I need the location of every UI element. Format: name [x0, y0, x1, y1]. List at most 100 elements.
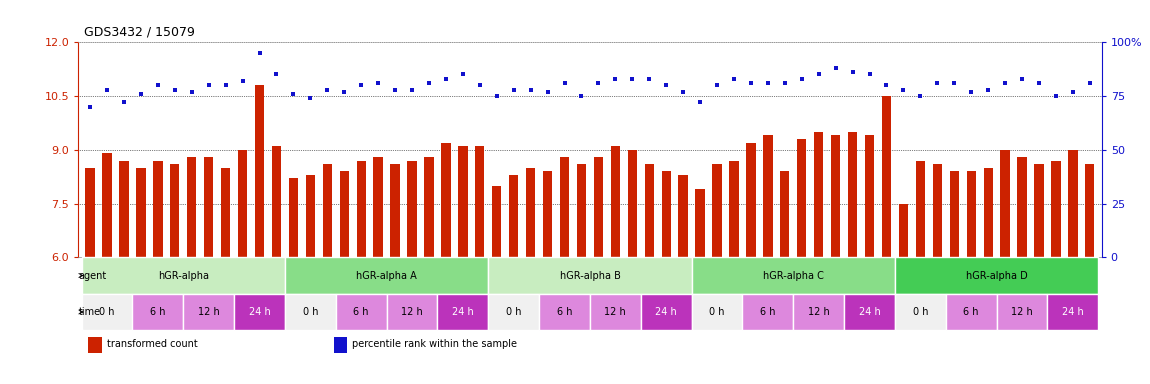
Bar: [390, 164, 400, 257]
Bar: [85, 168, 94, 257]
Text: 24 h: 24 h: [1061, 307, 1083, 317]
Bar: [170, 164, 179, 257]
Bar: [950, 171, 959, 257]
Bar: [865, 136, 874, 257]
Point: [132, 91, 151, 97]
Point: [335, 89, 353, 95]
Text: GDS3432 / 15079: GDS3432 / 15079: [84, 25, 194, 38]
Point: [573, 93, 591, 99]
Text: 0 h: 0 h: [99, 307, 115, 317]
Bar: [661, 171, 670, 257]
Text: hGR-alpha: hGR-alpha: [158, 270, 209, 281]
Point: [115, 99, 133, 106]
Point: [98, 86, 116, 93]
Bar: [1034, 164, 1044, 257]
Bar: [539, 294, 590, 330]
Point: [657, 82, 675, 88]
Bar: [997, 294, 1048, 330]
Point: [284, 91, 302, 97]
Bar: [746, 142, 756, 257]
Text: 6 h: 6 h: [151, 307, 166, 317]
Bar: [526, 168, 535, 257]
Bar: [489, 257, 691, 294]
Point: [386, 86, 405, 93]
Point: [708, 82, 727, 88]
Point: [945, 80, 964, 86]
Bar: [120, 161, 129, 257]
Point: [183, 89, 201, 95]
Text: hGR-alpha A: hGR-alpha A: [356, 270, 417, 281]
Point: [641, 76, 659, 82]
Point: [521, 86, 539, 93]
Bar: [590, 294, 641, 330]
Bar: [183, 294, 235, 330]
Point: [810, 71, 828, 78]
Bar: [691, 257, 895, 294]
Bar: [153, 161, 162, 257]
Bar: [187, 157, 197, 257]
Point: [437, 76, 455, 82]
Text: 6 h: 6 h: [557, 307, 573, 317]
Text: 12 h: 12 h: [401, 307, 423, 317]
Bar: [848, 132, 857, 257]
Bar: [593, 157, 603, 257]
Bar: [323, 164, 332, 257]
Bar: [285, 257, 489, 294]
Bar: [374, 157, 383, 257]
Text: 12 h: 12 h: [605, 307, 627, 317]
Text: hGR-alpha C: hGR-alpha C: [762, 270, 823, 281]
Bar: [102, 153, 112, 257]
Bar: [793, 294, 844, 330]
Text: 24 h: 24 h: [859, 307, 881, 317]
Text: 0 h: 0 h: [506, 307, 521, 317]
Point: [827, 65, 845, 71]
Point: [369, 80, 388, 86]
Bar: [442, 142, 451, 257]
Bar: [1086, 164, 1095, 257]
Bar: [560, 157, 569, 257]
Point: [301, 95, 320, 101]
Bar: [271, 146, 281, 257]
Point: [759, 80, 777, 86]
Bar: [285, 294, 336, 330]
Text: agent: agent: [78, 270, 107, 281]
Bar: [1051, 161, 1060, 257]
Text: time: time: [78, 307, 100, 317]
Point: [963, 89, 981, 95]
Text: 0 h: 0 h: [710, 307, 724, 317]
Bar: [306, 175, 315, 257]
Text: 24 h: 24 h: [656, 307, 677, 317]
Point: [233, 78, 252, 84]
Point: [843, 69, 861, 75]
Text: 6 h: 6 h: [760, 307, 775, 317]
Bar: [204, 157, 214, 257]
Bar: [895, 257, 1098, 294]
Bar: [899, 204, 909, 257]
Point: [81, 104, 99, 110]
Bar: [289, 179, 298, 257]
Point: [742, 80, 760, 86]
Text: 0 h: 0 h: [913, 307, 928, 317]
Bar: [844, 294, 895, 330]
Bar: [221, 168, 230, 257]
Bar: [611, 146, 620, 257]
Point: [267, 71, 285, 78]
Point: [911, 93, 929, 99]
Bar: [831, 136, 841, 257]
Bar: [983, 168, 992, 257]
Bar: [678, 175, 688, 257]
Point: [538, 89, 557, 95]
Bar: [729, 161, 738, 257]
Text: hGR-alpha B: hGR-alpha B: [560, 270, 620, 281]
Point: [1081, 80, 1099, 86]
Text: 24 h: 24 h: [248, 307, 270, 317]
Point: [589, 80, 607, 86]
Bar: [489, 294, 539, 330]
Text: hGR-alpha D: hGR-alpha D: [966, 270, 1027, 281]
Point: [691, 99, 710, 106]
Bar: [1018, 157, 1027, 257]
Bar: [238, 150, 247, 257]
Bar: [915, 161, 925, 257]
Text: transformed count: transformed count: [107, 339, 198, 349]
Bar: [966, 171, 976, 257]
